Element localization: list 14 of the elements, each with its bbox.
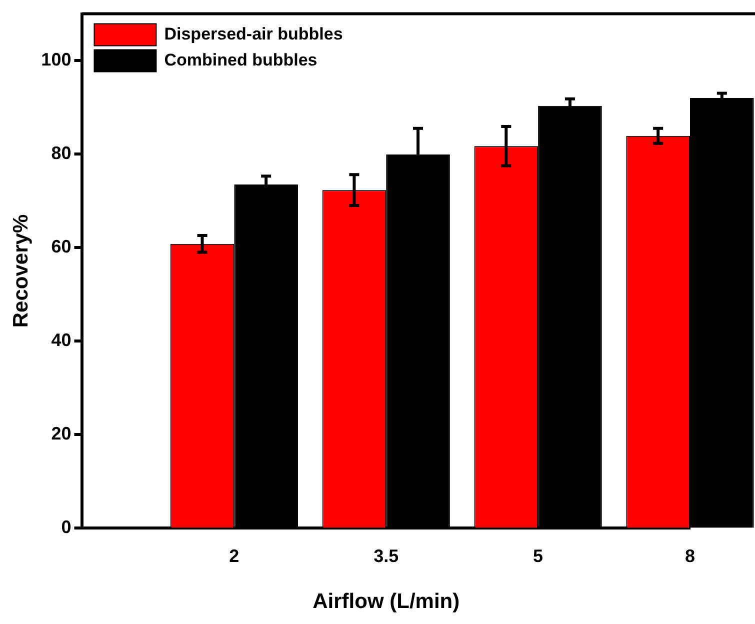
legend-label: Combined bubbles <box>164 50 318 70</box>
y-tick-label: 0 <box>61 517 72 538</box>
x-tick-label: 3.5 <box>374 546 399 566</box>
y-tick-label: 40 <box>51 330 72 350</box>
x-tick-label: 2 <box>229 546 240 566</box>
x-tick-label: 8 <box>684 546 696 566</box>
x-axis-title: Airflow (L/min) <box>312 590 460 614</box>
x-tick-label: 5 <box>533 546 544 566</box>
legend-label: Dispersed-air bubbles <box>164 24 343 44</box>
y-tick-label: 100 <box>41 50 72 70</box>
y-axis-title: Recovery% <box>9 214 32 328</box>
y-tick-label: 60 <box>51 236 72 257</box>
y-tick-label: 20 <box>51 424 72 444</box>
y-tick-label: 80 <box>51 143 72 164</box>
